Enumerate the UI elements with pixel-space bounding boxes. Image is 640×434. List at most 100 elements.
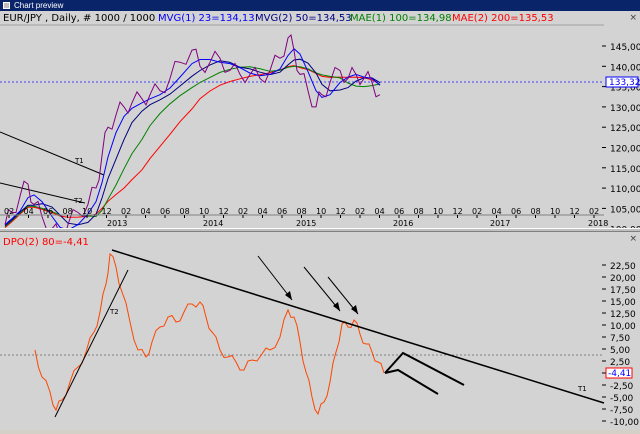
month-tick-label: 12 bbox=[102, 207, 112, 216]
year-label: 2015 bbox=[296, 219, 316, 228]
arrow-2 bbox=[303, 266, 341, 312]
year-label: 2017 bbox=[490, 219, 510, 228]
panel-splitter[interactable] bbox=[0, 228, 640, 232]
month-tick-label: 06 bbox=[160, 207, 170, 216]
close-indicator-icon[interactable]: × bbox=[629, 234, 637, 244]
projection-upper bbox=[384, 351, 465, 386]
dpo-tick-label: 10,00 bbox=[610, 322, 636, 332]
price-chart-panel[interactable]: EUR/JPY , Daily, # 1000 / 1000 MVG(1) 23… bbox=[0, 11, 640, 256]
dpo-trendline-t1 bbox=[111, 249, 605, 404]
trendline-upper bbox=[0, 131, 105, 176]
month-tick-label: 04 bbox=[492, 207, 502, 216]
dpo-tick-label: -2,50 bbox=[610, 382, 634, 392]
mae2-line bbox=[4, 65, 381, 228]
year-label: 2013 bbox=[107, 219, 127, 228]
close-panel-icon[interactable]: × bbox=[629, 13, 637, 23]
dpo-trend-label-t2: T2 bbox=[109, 308, 119, 316]
app-icon bbox=[3, 2, 10, 9]
price-tick-label: 115,00 bbox=[610, 165, 640, 175]
month-tick-label: 04 bbox=[375, 207, 385, 216]
price-tick-label: 110,00 bbox=[610, 185, 640, 195]
dpo-tick-label: -10,00 bbox=[610, 418, 639, 428]
dpo-label: DPO(2) 80=-4,41 bbox=[3, 237, 89, 248]
trendline-lower bbox=[0, 182, 86, 204]
month-tick-label: 02 bbox=[121, 207, 131, 216]
month-tick-label: 10 bbox=[433, 207, 443, 216]
dpo-tick-label: 17,50 bbox=[610, 286, 636, 296]
year-label: 2018 bbox=[588, 219, 608, 228]
year-label: 2014 bbox=[203, 219, 223, 228]
arrow-1-head bbox=[285, 291, 292, 300]
last-price-value: 133,32 bbox=[609, 78, 640, 88]
dpo-last-value: -4,41 bbox=[608, 369, 631, 379]
mae1-label: MAE(1) 100=134,98 bbox=[350, 13, 452, 24]
month-tick-label: 08 bbox=[414, 207, 424, 216]
month-tick-label: 12 bbox=[453, 207, 463, 216]
month-tick-label: 02 bbox=[355, 207, 365, 216]
month-tick-label: 06 bbox=[43, 207, 53, 216]
dpo-tick-label: 15,00 bbox=[610, 298, 636, 308]
month-tick-label: 06 bbox=[511, 207, 521, 216]
month-tick-label: 10 bbox=[82, 207, 92, 216]
price-tick-label: 130,00 bbox=[610, 104, 640, 114]
month-tick-label: 02 bbox=[589, 207, 599, 216]
dpo-tick-label: -7,50 bbox=[610, 406, 634, 416]
dpo-axis: 22,50 20,00 17,50 15,00 12,50 10,00 7,50 5,00 2,… bbox=[602, 262, 639, 434]
dpo-last-tag bbox=[605, 367, 633, 379]
dpo-tick-label: 2,50 bbox=[610, 358, 630, 368]
dpo-trend-label-t1: T1 bbox=[577, 385, 587, 393]
window-titlebar[interactable]: Chart preview bbox=[0, 0, 640, 11]
arrow-3-head bbox=[351, 305, 358, 314]
dpo-tick-label: -5,00 bbox=[610, 394, 634, 404]
year-label: 2016 bbox=[393, 219, 413, 228]
month-tick-label: 10 bbox=[199, 207, 209, 216]
month-tick-label: 10 bbox=[550, 207, 560, 216]
mvg2-label: MVG(2) 50=134,53 bbox=[255, 13, 352, 24]
dpo-trendline-t2 bbox=[54, 269, 129, 418]
projection-lower bbox=[384, 368, 439, 395]
month-tick-label: 06 bbox=[394, 207, 404, 216]
price-tick-label: 105,00 bbox=[610, 205, 640, 215]
price-tick-label: 120,00 bbox=[610, 145, 640, 155]
month-tick-label: 08 bbox=[531, 207, 541, 216]
dpo-tick-label: 20,00 bbox=[610, 274, 636, 284]
month-tick-label: 08 bbox=[297, 207, 307, 216]
month-tick-label: 04 bbox=[24, 207, 34, 216]
price-chart[interactable]: EUR/JPY , Daily, # 1000 / 1000 MVG(1) 23… bbox=[0, 11, 640, 256]
month-tick-label: 12 bbox=[570, 207, 580, 216]
month-axis: 02 04 06 08 10 12 02 04 06 08 10 12 02 04 06 08 10 12 02 04… bbox=[4, 207, 599, 218]
dpo-tick-label: 7,50 bbox=[610, 334, 630, 344]
mae2-label: MAE(2) 200=135,53 bbox=[452, 13, 554, 24]
month-tick-label: 06 bbox=[277, 207, 287, 216]
arrow-2-head bbox=[333, 302, 340, 311]
mvg2-line bbox=[4, 58, 381, 226]
month-tick-label: 10 bbox=[316, 207, 326, 216]
mae1-line bbox=[4, 65, 381, 227]
dpo-tick-label: 12,50 bbox=[610, 310, 636, 320]
window-title: Chart preview bbox=[14, 1, 64, 10]
price-candles bbox=[4, 34, 381, 240]
last-price-tag bbox=[605, 76, 639, 88]
month-tick-label: 12 bbox=[336, 207, 346, 216]
month-tick-label: 12 bbox=[219, 207, 229, 216]
dpo-tick-label: 5,00 bbox=[610, 346, 630, 356]
price-tick-label: 145,00 bbox=[610, 43, 640, 53]
annotation-arrows bbox=[257, 255, 359, 315]
trend-label-t2: T2 bbox=[73, 197, 83, 205]
dpo-tick-label: 22,50 bbox=[610, 262, 636, 272]
price-tick-label: 135,00 bbox=[610, 84, 640, 94]
month-tick-label: 08 bbox=[180, 207, 190, 216]
price-axis: 145,00 140,00 135,00 130,00 125,00 120,00 115,… bbox=[602, 43, 640, 256]
month-tick-label: 04 bbox=[141, 207, 151, 216]
mvg1-label: MVG(1) 23=134,13 bbox=[158, 13, 255, 24]
month-tick-label: 02 bbox=[4, 207, 14, 216]
month-tick-label: 08 bbox=[63, 207, 73, 216]
chart-symbol-label: EUR/JPY , Daily, # 1000 / 1000 bbox=[3, 13, 155, 24]
price-tick-label: 125,00 bbox=[610, 124, 640, 134]
month-tick-label: 04 bbox=[258, 207, 268, 216]
year-axis: 2013 2014 2015 2016 2017 2018 bbox=[107, 219, 608, 228]
dpo-panel[interactable]: DPO(2) 80=-4,41 22,50 20,00 17,50 15,00 12,5… bbox=[0, 232, 640, 434]
month-tick-label: 02 bbox=[238, 207, 248, 216]
arrow-1 bbox=[257, 255, 293, 301]
dpo-chart[interactable]: DPO(2) 80=-4,41 22,50 20,00 17,50 15,00 12,5… bbox=[0, 232, 640, 434]
